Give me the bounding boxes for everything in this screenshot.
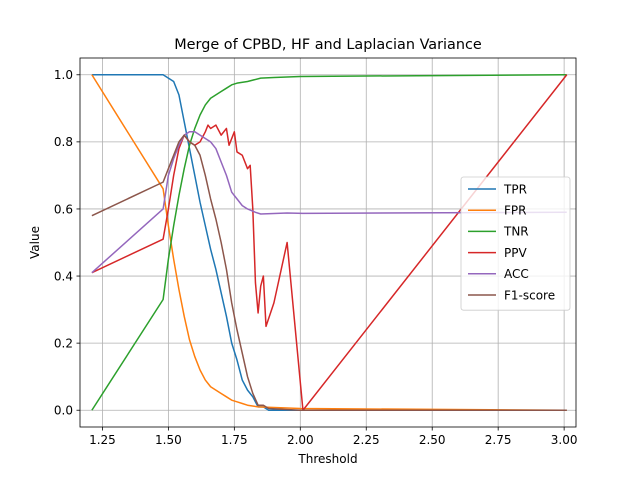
y-tick-label: 1.0 [54, 68, 73, 82]
x-tick-label: 1.25 [89, 433, 116, 447]
series-line-fpr [91, 74, 567, 411]
legend-label-acc: ACC [504, 267, 529, 281]
y-tick-label: 0.2 [54, 336, 73, 350]
y-tick-label: 0.4 [54, 269, 73, 283]
x-tick-label: 2.00 [287, 433, 314, 447]
series-lines [91, 74, 568, 411]
legend-label-f1-score: F1-score [504, 288, 555, 302]
series-line-tnr [91, 74, 567, 411]
legend-label-ppv: PPV [504, 246, 527, 260]
ticks: 1.25 1.50 1.75 2.00 2.25 2.50 2.75 3.00 0.0 0.2 0.… [54, 68, 578, 447]
x-tick-label: 1.75 [221, 433, 248, 447]
x-tick-label: 1.50 [155, 433, 182, 447]
legend-label-tpr: TPR [503, 182, 527, 196]
y-tick-label: 0.6 [54, 202, 73, 216]
x-tick-label: 3.00 [551, 433, 578, 447]
legend-label-fpr: FPR [504, 204, 526, 218]
x-tick-label: 2.50 [419, 433, 446, 447]
x-axis-label: Threshold [297, 452, 357, 466]
y-tick-label: 0.8 [54, 135, 73, 149]
x-tick-label: 2.25 [353, 433, 380, 447]
legend-label-tnr: TNR [503, 225, 529, 239]
chart-title: Merge of CPBD, HF and Laplacian Variance [174, 37, 482, 53]
series-line-f1-score [91, 134, 567, 411]
x-tick-label: 2.75 [485, 433, 512, 447]
legend: TPR FPR TNR PPV ACC F1-score [460, 176, 571, 311]
y-axis-label: Value [28, 226, 42, 259]
axes-frame [79, 57, 577, 428]
series-line-acc [91, 131, 567, 274]
y-tick-label: 0.0 [54, 404, 73, 418]
